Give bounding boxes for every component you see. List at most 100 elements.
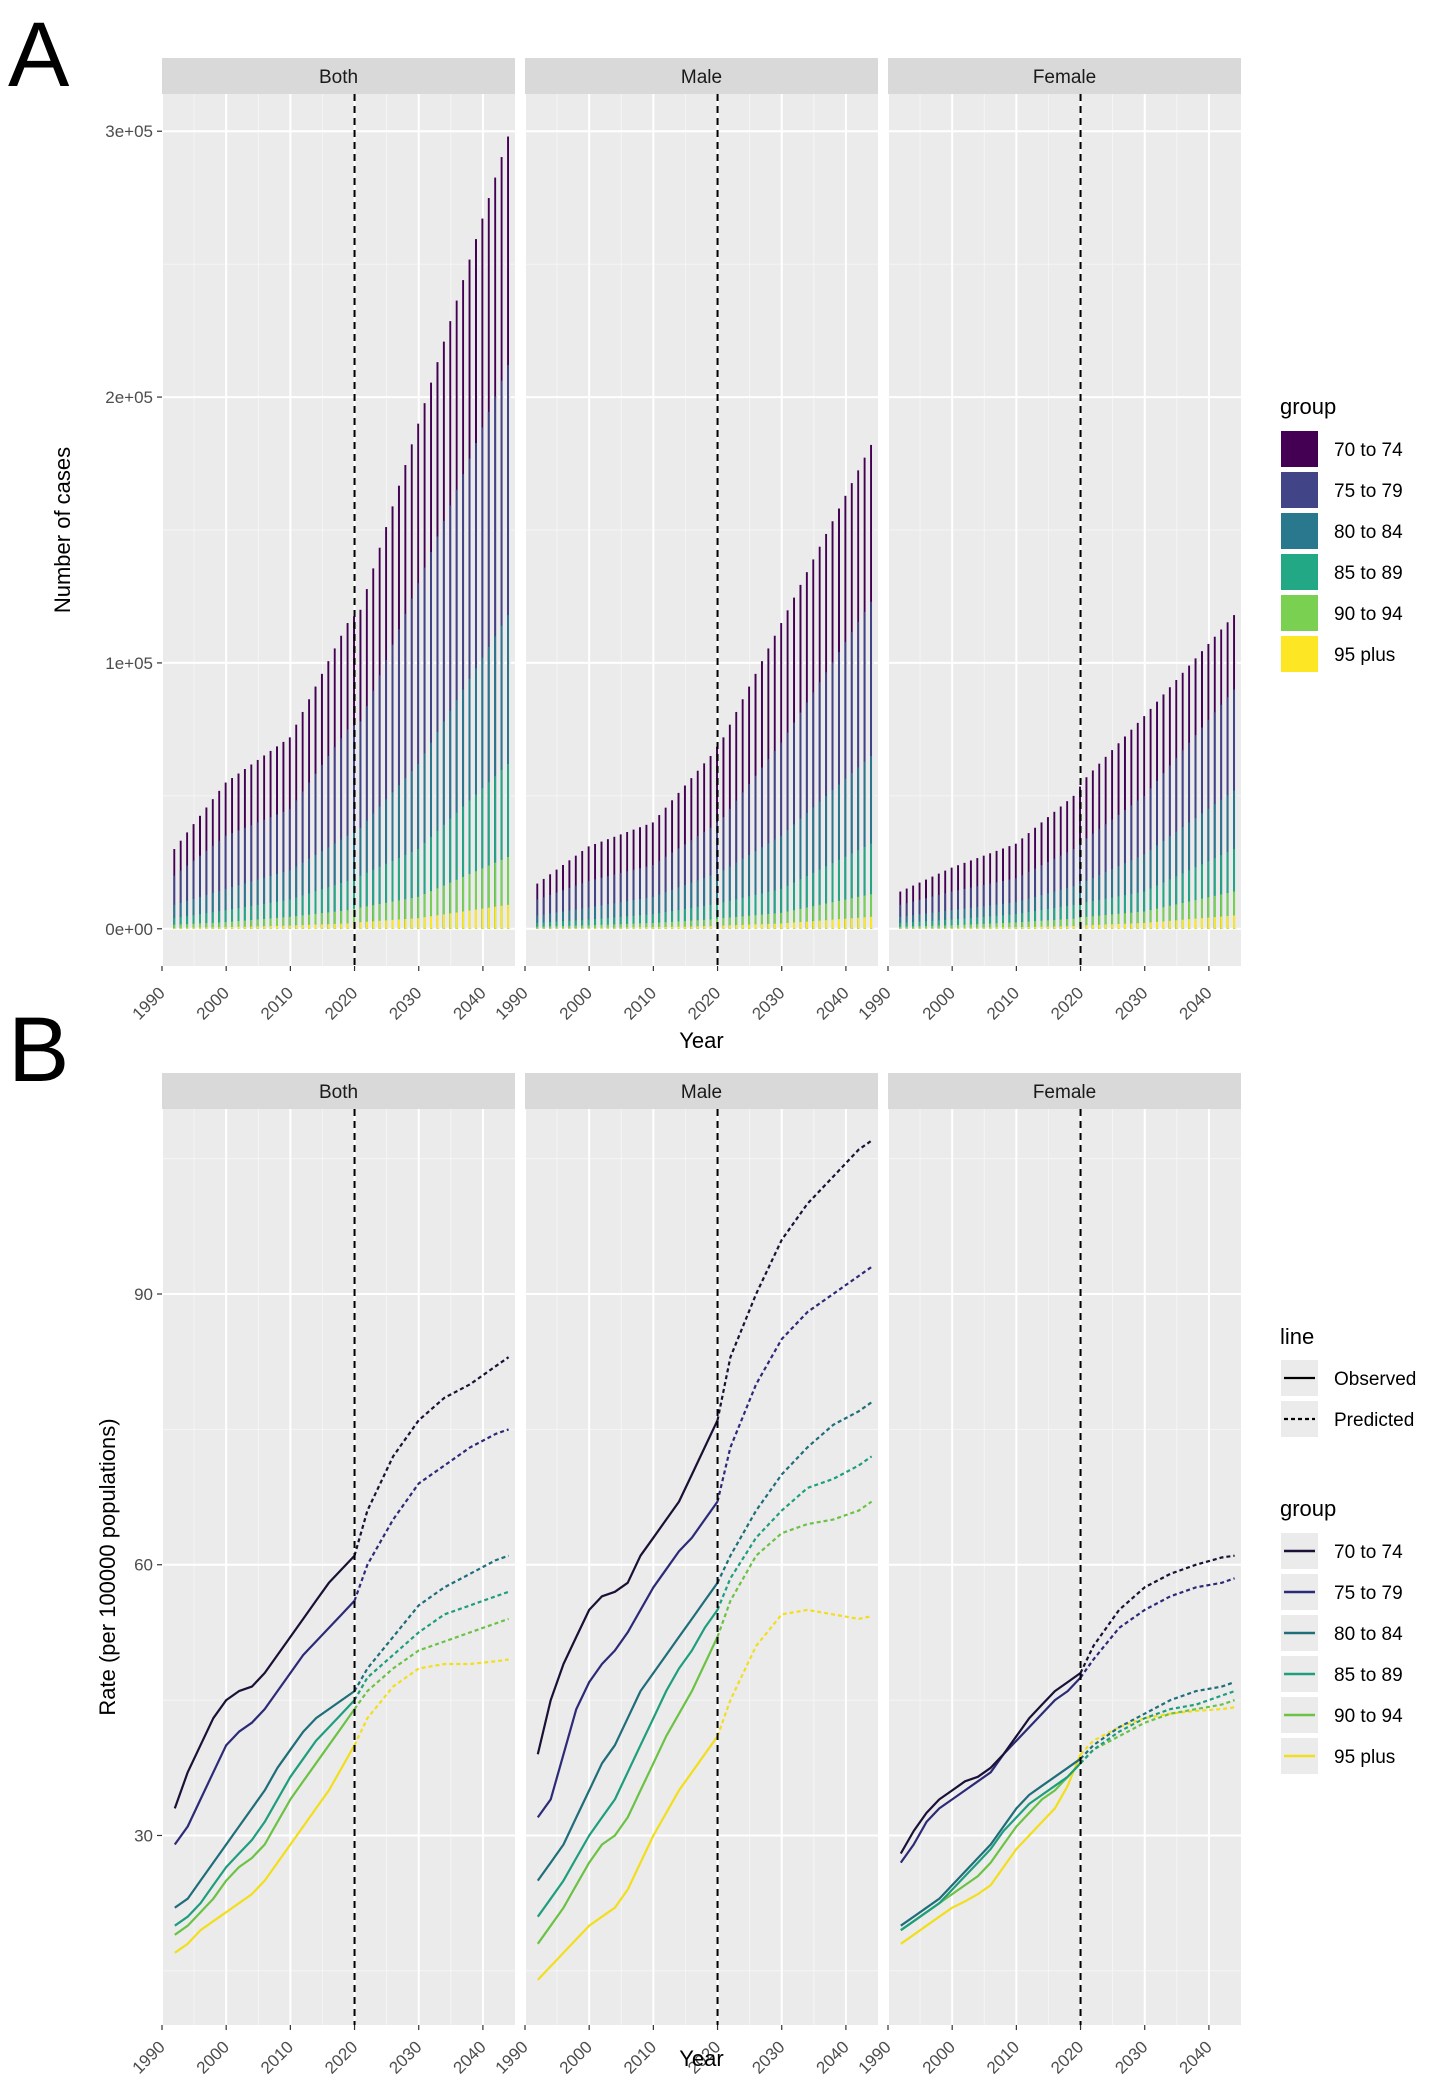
- bar-female-1994-95-plus: [912, 928, 915, 929]
- bar-gap-male-2002: [602, 841, 605, 929]
- bar-female-2031-85-to-89: [1149, 888, 1152, 929]
- bar-gap-male-2013: [673, 800, 675, 929]
- bar-male-1992-85-to-89: [536, 922, 539, 929]
- bar-male-2026-80-to-84: [754, 851, 757, 929]
- bar-male-2013-85-to-89: [671, 911, 674, 929]
- bar-gap-female-2021: [1087, 777, 1090, 929]
- bar-both-2005-75-to-79: [256, 822, 259, 929]
- bar-female-1994-85-to-89: [912, 922, 915, 929]
- bar-male-2007-85-to-89: [632, 915, 635, 929]
- bar-male-2012-80-to-84: [664, 892, 667, 929]
- bar-gap-female-2036: [1183, 672, 1186, 929]
- bar-male-2039-80-to-84: [837, 784, 840, 929]
- bar-male-2023-90-to-94: [735, 916, 738, 929]
- bar-gap-both-2007: [271, 750, 274, 929]
- bar-gap-both-1996: [201, 815, 203, 929]
- bar-male-2004-80-to-84: [613, 903, 616, 929]
- bar-both-2035-95-plus: [449, 913, 452, 929]
- bar-both-1995-95-plus: [192, 927, 195, 929]
- bar-gap-female-1996: [927, 879, 929, 929]
- bar-female-2031-90-to-94: [1149, 910, 1152, 929]
- bar-gap-male-2006: [628, 832, 630, 929]
- bar-gap-both-2043: [502, 157, 505, 929]
- x-tick-label-a-male: 1990: [492, 983, 532, 1023]
- bar-gap-male-1998: [576, 855, 579, 929]
- bar-female-2026-85-to-89: [1117, 896, 1120, 929]
- bar-gap-female-2008: [1004, 848, 1006, 929]
- bar-gap-both-2029: [412, 444, 415, 929]
- bar-female-2033-85-to-89: [1162, 882, 1165, 929]
- bar-gap-both-2025: [387, 527, 389, 929]
- bar-female-2022-90-to-94: [1091, 916, 1094, 929]
- bar-both-1996-85-to-89: [199, 914, 202, 929]
- bar-both-1995-90-to-94: [192, 923, 195, 929]
- bar-gap-female-2013: [1036, 827, 1038, 929]
- bar-male-2005-80-to-84: [619, 902, 622, 929]
- bar-both-2023-75-to-79: [372, 690, 375, 929]
- bar-male-2037-95-plus: [825, 920, 828, 929]
- x-tick-label-b-male: 2010: [620, 2037, 660, 2075]
- bar-male-2024-85-to-89: [741, 897, 744, 929]
- bar-male-2018-90-to-94: [703, 919, 706, 929]
- bar-male-2040-90-to-94: [844, 899, 847, 929]
- bar-male-2043-90-to-94: [863, 895, 866, 929]
- bar-both-2024-90-to-94: [378, 903, 381, 929]
- chart-b-rate: Both 1990 2000 2010 2020 2030 2040 Male 1990 2000…: [95, 1073, 1416, 2075]
- bar-female-2004-85-to-89: [976, 917, 979, 929]
- bar-female-2032-90-to-94: [1156, 908, 1159, 929]
- bar-gap-both-2023: [374, 568, 376, 929]
- bar-both-2010-75-to-79: [288, 809, 291, 929]
- x-tick-label-a-male: 2000: [556, 983, 596, 1023]
- bar-female-2018-95-plus: [1066, 926, 1069, 929]
- bar-male-2004-85-to-89: [613, 917, 616, 929]
- bar-male-2018-85-to-89: [703, 905, 706, 929]
- y-axis-title-a: Number of cases: [50, 447, 75, 613]
- bar-both-2025-85-to-89: [385, 863, 388, 929]
- bar-female-2025-90-to-94: [1111, 914, 1114, 929]
- bar-female-2032-85-to-89: [1156, 885, 1159, 929]
- bar-gap-male-2043: [865, 457, 868, 929]
- bar-female-2003-95-plus: [969, 927, 972, 929]
- bar-male-1999-85-to-89: [581, 919, 584, 929]
- bar-both-2040-85-to-89: [481, 788, 484, 929]
- bar-both-2018-90-to-94: [340, 910, 343, 929]
- bar-both-2022-85-to-89: [365, 872, 368, 929]
- bar-female-2044-85-to-89: [1233, 849, 1236, 929]
- bar-male-2012-85-to-89: [664, 912, 667, 929]
- bar-gap-female-2015: [1048, 817, 1051, 929]
- bar-female-2021-85-to-89: [1085, 902, 1088, 929]
- panel-letter-a: A: [8, 4, 70, 106]
- bar-female-2037-85-to-89: [1188, 870, 1191, 929]
- bar-both-2026-85-to-89: [391, 860, 394, 929]
- bar-gap-female-2037: [1190, 665, 1192, 929]
- bar-both-2029-95-plus: [410, 918, 413, 929]
- bar-both-2011-75-to-79: [295, 800, 298, 929]
- legend-title-group-a: group: [1280, 394, 1336, 419]
- bar-gap-male-1996: [564, 864, 566, 929]
- bar-female-2008-90-to-94: [1002, 922, 1005, 929]
- bar-male-2040-85-to-89: [844, 856, 847, 929]
- bar-male-2004-95-plus: [613, 927, 616, 929]
- bar-male-2033-95-plus: [799, 922, 802, 929]
- bar-gap-male-2017: [698, 770, 701, 929]
- bar-both-2027-90-to-94: [397, 900, 400, 929]
- bar-male-2015-90-to-94: [683, 921, 686, 929]
- bar-male-2041-85-to-89: [850, 853, 853, 929]
- line-predicted-both-80-to-84: [353, 1554, 509, 1692]
- bar-both-2037-90-to-94: [462, 876, 465, 929]
- bar-gap-both-2022: [367, 589, 370, 929]
- bar-male-2017-90-to-94: [696, 920, 699, 929]
- bar-male-2029-85-to-89: [773, 890, 776, 929]
- bar-both-2017-85-to-89: [333, 885, 336, 929]
- line-observed-male-85-to-89: [536, 1609, 719, 1918]
- bar-gap-both-2006: [265, 755, 267, 929]
- bar-female-1993-95-plus: [905, 928, 908, 929]
- bar-gap-male-2035: [814, 559, 816, 929]
- bar-both-2038-90-to-94: [468, 874, 471, 929]
- bar-male-2025-90-to-94: [748, 915, 751, 929]
- bar-male-2024-95-plus: [741, 924, 744, 929]
- y-axis-title-b: Rate (per 100000 populations): [95, 1418, 120, 1715]
- bar-female-2009-85-to-89: [1008, 914, 1011, 929]
- bar-both-2018-95-plus: [340, 923, 343, 929]
- bar-female-2026-95-plus: [1117, 923, 1120, 929]
